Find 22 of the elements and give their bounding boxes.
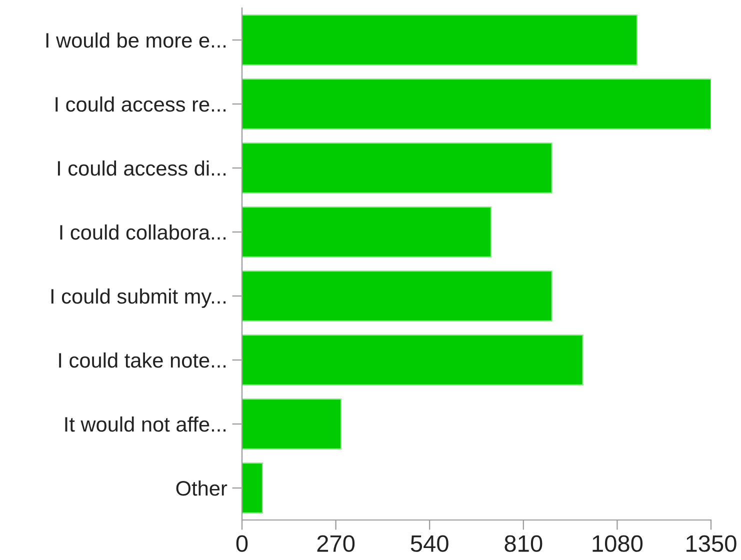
- x-tick-label: 540: [410, 535, 448, 552]
- bar: [242, 14, 638, 66]
- y-tick-label: I would be more e...: [46, 32, 226, 48]
- bar: [242, 462, 264, 514]
- y-tick-label: I could collabora...: [60, 224, 226, 240]
- x-tick-label: 0: [236, 535, 248, 552]
- bar: [242, 398, 342, 450]
- x-tick-label: 270: [317, 535, 355, 552]
- x-tick-label: 810: [504, 535, 542, 552]
- x-tick-label: 1080: [592, 535, 643, 552]
- y-tick-label: I could submit my...: [51, 288, 226, 308]
- bar: [242, 142, 552, 194]
- bar: [242, 334, 584, 386]
- y-tick-label: It would not affe...: [65, 416, 226, 432]
- y-tick-label: I could access di...: [58, 160, 226, 176]
- y-tick-label: I could access re...: [56, 96, 226, 112]
- bar: [242, 270, 552, 322]
- bar: [242, 206, 492, 258]
- y-tick-label: Other: [176, 480, 228, 496]
- x-tick-label: 1350: [686, 535, 736, 552]
- y-tick-label: I could take note...: [59, 352, 226, 368]
- bar: [242, 78, 711, 130]
